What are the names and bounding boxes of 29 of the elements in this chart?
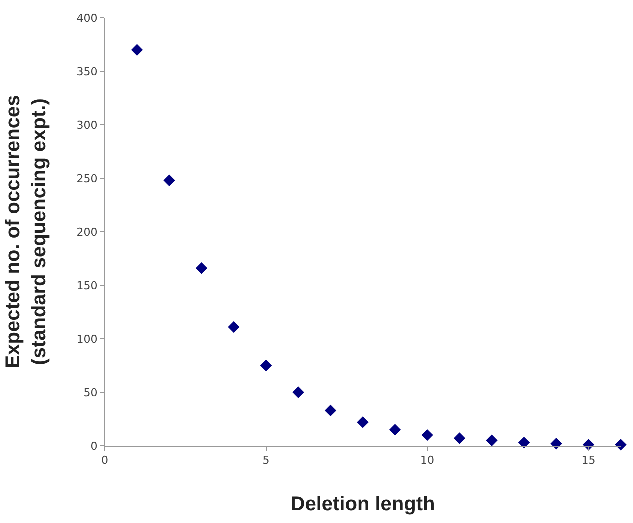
point: [422, 429, 434, 442]
y-tick-label: 300: [76, 118, 98, 132]
point: [615, 439, 627, 451]
point: [164, 174, 176, 186]
y-tick-label: 400: [76, 12, 98, 25]
y-tick-label: 350: [76, 65, 98, 78]
y-tick-label: 250: [76, 172, 98, 186]
point: [518, 436, 530, 449]
y-axis-title: Expected no. of occurrences (standard sequencing expt.): [2, 95, 50, 369]
point: [454, 432, 466, 444]
point: [292, 386, 304, 398]
y-tick-label: 150: [76, 279, 98, 292]
y-tick-label: 200: [76, 226, 98, 239]
point: [486, 434, 498, 446]
point: [131, 44, 144, 56]
point: [260, 360, 272, 372]
x-tick-label: 15: [582, 454, 596, 468]
y-tick-label: 100: [76, 332, 98, 346]
point: [228, 321, 240, 334]
x-tick-label: 5: [262, 454, 270, 468]
point: [196, 262, 208, 274]
x-axis-title: Deletion length: [290, 494, 436, 516]
y-tick-label: 50: [84, 386, 98, 400]
x-tick-label: 10: [420, 454, 434, 468]
y-tick-label: 0: [90, 440, 98, 453]
point: [357, 416, 369, 428]
point: [389, 424, 402, 436]
point: [324, 404, 337, 417]
x-tick-label: 0: [102, 454, 108, 468]
